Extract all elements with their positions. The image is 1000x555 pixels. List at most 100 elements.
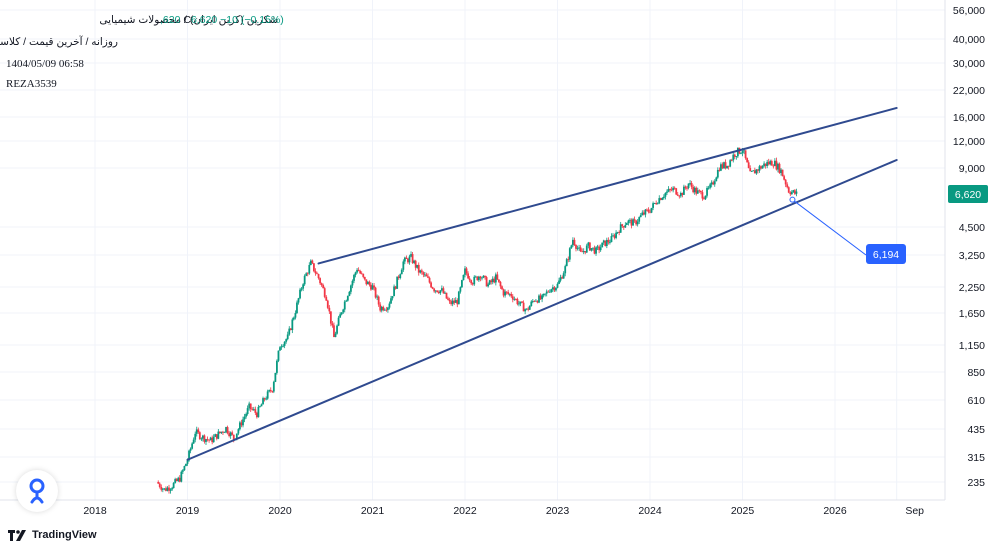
candle-body bbox=[214, 434, 217, 437]
candle-body bbox=[621, 224, 624, 227]
candle-body bbox=[428, 277, 431, 283]
candle-body bbox=[280, 346, 283, 348]
author-name: REZA3539 bbox=[6, 78, 57, 90]
candle-body bbox=[413, 260, 416, 263]
candle-body bbox=[195, 429, 198, 434]
close-trunc: ,620 bbox=[160, 14, 181, 26]
candle-body bbox=[562, 273, 565, 279]
candle-body bbox=[473, 276, 476, 285]
candle-body bbox=[382, 306, 385, 311]
candle-body bbox=[778, 163, 781, 173]
candle-body bbox=[239, 422, 241, 430]
candle-body bbox=[240, 422, 243, 426]
candle-body bbox=[306, 273, 309, 275]
candle-body bbox=[775, 160, 778, 170]
price-tick-label: 1,650 bbox=[959, 308, 985, 320]
tradingview-logo-icon[interactable] bbox=[16, 470, 58, 512]
candle-body bbox=[596, 246, 599, 248]
candle-body bbox=[262, 398, 264, 405]
candle-body bbox=[761, 166, 764, 169]
candle-body bbox=[416, 264, 419, 268]
candle-body bbox=[499, 281, 502, 287]
candle-body bbox=[169, 489, 172, 491]
candle-body bbox=[300, 288, 303, 290]
time-tick-label: 2024 bbox=[638, 505, 662, 517]
candle-body bbox=[454, 300, 457, 303]
drawings[interactable]: 6,194 bbox=[186, 106, 907, 461]
candle-body bbox=[642, 212, 645, 215]
last-price-badge bbox=[948, 185, 988, 203]
candle-body bbox=[431, 287, 434, 289]
candle-body bbox=[638, 217, 641, 222]
candle-body bbox=[357, 269, 360, 271]
candle-body bbox=[172, 482, 175, 489]
candle-body bbox=[277, 350, 280, 361]
candle-body bbox=[679, 193, 682, 197]
candle-body bbox=[462, 274, 465, 281]
candle-body bbox=[414, 260, 417, 268]
channel-trendline[interactable] bbox=[317, 106, 898, 265]
candle-body bbox=[451, 300, 454, 305]
candle-body bbox=[749, 168, 752, 172]
candle-body bbox=[474, 276, 477, 278]
grid bbox=[0, 0, 945, 500]
candle-body bbox=[535, 300, 537, 302]
candle-body bbox=[572, 239, 574, 246]
candle-body bbox=[690, 182, 693, 187]
candle-body bbox=[274, 372, 277, 382]
candle-body bbox=[220, 431, 223, 433]
candle-body bbox=[518, 303, 520, 305]
candle-body bbox=[223, 432, 226, 433]
candle-body bbox=[276, 360, 278, 373]
projection-line[interactable] bbox=[792, 199, 867, 256]
candle-body bbox=[248, 403, 251, 409]
candle-body bbox=[581, 251, 584, 253]
candle-body bbox=[547, 291, 550, 293]
candle-body bbox=[576, 248, 579, 249]
candle-body bbox=[516, 299, 519, 305]
candle-body bbox=[225, 427, 227, 433]
candle-body bbox=[561, 277, 564, 279]
candle-body bbox=[200, 438, 203, 440]
candle-body bbox=[604, 240, 607, 246]
candle-body bbox=[365, 279, 368, 285]
candle-body bbox=[650, 207, 653, 213]
candle-body bbox=[346, 295, 349, 301]
candle-body bbox=[763, 163, 765, 167]
candle-body bbox=[249, 403, 252, 410]
candle-body bbox=[188, 450, 190, 461]
candle-body bbox=[760, 166, 762, 169]
candle-body bbox=[772, 165, 775, 167]
candle-body bbox=[217, 431, 220, 439]
tradingview-brand[interactable]: TradingView bbox=[8, 529, 97, 541]
candle-body bbox=[715, 177, 718, 182]
target-price-badge[interactable] bbox=[866, 244, 906, 264]
candle-body bbox=[524, 309, 527, 312]
time-tick-label: 2022 bbox=[453, 505, 477, 517]
candle-body bbox=[646, 209, 648, 211]
candle-body bbox=[652, 203, 654, 208]
candle-body bbox=[181, 470, 184, 472]
candle-body bbox=[448, 299, 451, 302]
candle-body bbox=[333, 325, 335, 338]
channel-trendline[interactable] bbox=[186, 159, 898, 461]
candle-body bbox=[370, 284, 372, 290]
candle-body bbox=[266, 391, 269, 399]
candle-body bbox=[582, 251, 585, 253]
projection-anchor[interactable] bbox=[789, 196, 796, 203]
candle-body bbox=[289, 328, 292, 331]
candle-body bbox=[464, 268, 466, 275]
candle-body bbox=[703, 198, 705, 200]
candle-body bbox=[656, 203, 659, 205]
candle-body bbox=[610, 236, 613, 243]
candle-body bbox=[777, 163, 779, 170]
candle-body bbox=[174, 479, 177, 483]
candle-body bbox=[456, 300, 459, 305]
candle-body bbox=[271, 391, 274, 392]
candle-body bbox=[168, 487, 170, 491]
price-tick-label: 435 bbox=[967, 424, 985, 436]
candle-body bbox=[359, 270, 362, 274]
candle-body bbox=[228, 433, 231, 437]
candle-body bbox=[283, 341, 286, 346]
